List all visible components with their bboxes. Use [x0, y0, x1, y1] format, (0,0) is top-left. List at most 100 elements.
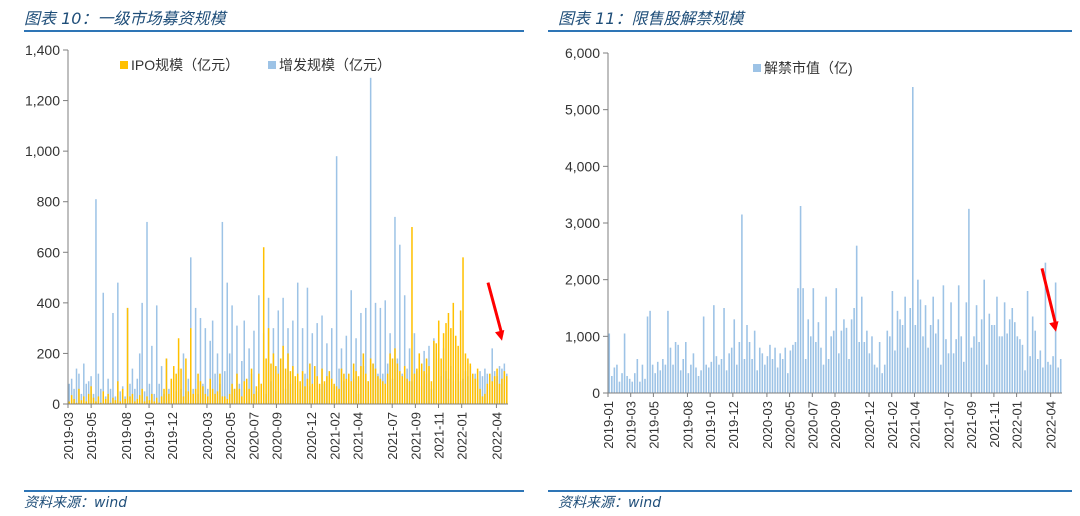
- unlock-bar: [718, 364, 720, 393]
- ipo-bar: [228, 393, 231, 404]
- x-tick-label: 2021-07: [942, 401, 957, 449]
- unlock-bar: [1001, 336, 1003, 393]
- ipo-bar: [202, 386, 204, 404]
- placement-bar: [112, 312, 114, 404]
- unlock-bar: [850, 319, 853, 393]
- ipo-bar: [194, 388, 197, 404]
- ipo-bar: [180, 368, 182, 404]
- placement-bar: [73, 388, 75, 404]
- placement-bar: [129, 383, 131, 404]
- unlock-bar: [1036, 359, 1039, 393]
- ipo-bar: [216, 391, 219, 404]
- unlock-bar: [1021, 344, 1024, 393]
- ipo-bar: [83, 396, 85, 404]
- x-tick-label: 2021-02: [885, 401, 900, 449]
- unlock-bar: [873, 364, 876, 393]
- unlock-bar: [628, 378, 631, 393]
- placement-bar: [187, 378, 190, 404]
- ipo-bar: [172, 366, 175, 404]
- unlock-bar: [1014, 322, 1016, 393]
- ipo-bar: [73, 398, 75, 404]
- ipo-bar: [124, 398, 126, 404]
- ipo-bar: [138, 395, 141, 404]
- unlock-bar: [804, 359, 807, 393]
- unlock-bar: [934, 333, 937, 393]
- placement-bar: [481, 376, 484, 404]
- unlock-bar: [1052, 356, 1054, 393]
- right-source-note: 资料来源：wind: [558, 495, 662, 511]
- unlock-bar: [802, 288, 804, 393]
- ipo-bar: [197, 373, 199, 404]
- ipo-bar: [87, 393, 90, 404]
- unlock-bar: [621, 373, 623, 393]
- y-tick-label: 800: [37, 194, 61, 210]
- unlock-bar: [748, 342, 751, 393]
- placement-bar: [350, 290, 352, 404]
- placement-bar: [369, 77, 372, 404]
- unlock-bar: [1026, 291, 1029, 393]
- y-tick-label: 0: [52, 396, 60, 412]
- x-tick-label: 2020-07: [246, 412, 261, 460]
- unlock-bar: [639, 381, 641, 393]
- placement-bar: [114, 396, 117, 404]
- unlock-bar: [713, 305, 715, 393]
- ipo-bar: [486, 383, 489, 404]
- unlock-bar: [919, 299, 922, 393]
- placement-bar: [491, 348, 493, 404]
- unlock-bar: [1044, 262, 1047, 393]
- unlock-bar: [669, 347, 672, 393]
- unlock-bar: [710, 361, 713, 393]
- ipo-bar: [175, 373, 177, 404]
- unlock-bar: [672, 364, 674, 393]
- unlock-bar: [608, 333, 611, 393]
- x-tick-label: 2020-12: [304, 412, 319, 460]
- unlock-bar: [860, 296, 863, 393]
- legend-swatch: [753, 64, 761, 72]
- unlock-bar: [894, 350, 896, 393]
- unlock-bar: [753, 330, 756, 393]
- ipo-bar: [90, 386, 92, 404]
- y-tick-label: 1,000: [25, 143, 60, 159]
- ipo-bar: [299, 381, 301, 404]
- placement-bar: [236, 325, 238, 404]
- ipo-bar: [343, 373, 345, 404]
- x-tick-label: 2022-01: [455, 412, 470, 460]
- x-tick-label: 2021-07: [385, 412, 400, 460]
- ipo-bar: [289, 371, 292, 404]
- ipo-bar: [321, 368, 323, 404]
- unlock-bar: [733, 319, 736, 393]
- unlock-bar: [968, 208, 970, 393]
- unlock-bar: [1011, 308, 1014, 393]
- placement-bar: [83, 363, 85, 404]
- ipo-bar: [243, 381, 245, 404]
- placement-bar: [301, 328, 304, 404]
- unlock-bar: [815, 342, 817, 393]
- unlock-bar: [654, 373, 656, 393]
- legend-label: 解禁市值（亿): [764, 60, 853, 76]
- ipo-bar: [85, 401, 87, 404]
- placement-bar: [158, 383, 160, 404]
- placement-bar: [155, 305, 158, 404]
- placement-bar: [216, 353, 219, 404]
- unlock-bar: [1016, 336, 1019, 393]
- unlock-bar: [636, 359, 639, 393]
- ipo-bar: [331, 378, 333, 404]
- ipo-bar: [498, 383, 501, 404]
- ipo-bar: [491, 381, 493, 404]
- ipo-bar: [148, 400, 151, 404]
- x-tick-label: 2021-02: [327, 412, 342, 460]
- ipo-bar: [114, 400, 117, 404]
- placement-bar: [119, 391, 122, 404]
- unlock-bar: [685, 342, 687, 393]
- ipo-bar: [236, 373, 238, 404]
- unlock-bar: [794, 342, 797, 393]
- ipo-bar: [311, 383, 314, 404]
- placement-bar: [95, 199, 97, 404]
- placement-bar: [199, 318, 202, 404]
- unlock-bar: [988, 313, 991, 393]
- unlock-bar: [832, 330, 835, 393]
- ipo-bar: [296, 373, 299, 404]
- placement-bar: [153, 393, 156, 404]
- y-tick-label: 5,000: [565, 102, 600, 118]
- ipo-bar: [357, 376, 360, 404]
